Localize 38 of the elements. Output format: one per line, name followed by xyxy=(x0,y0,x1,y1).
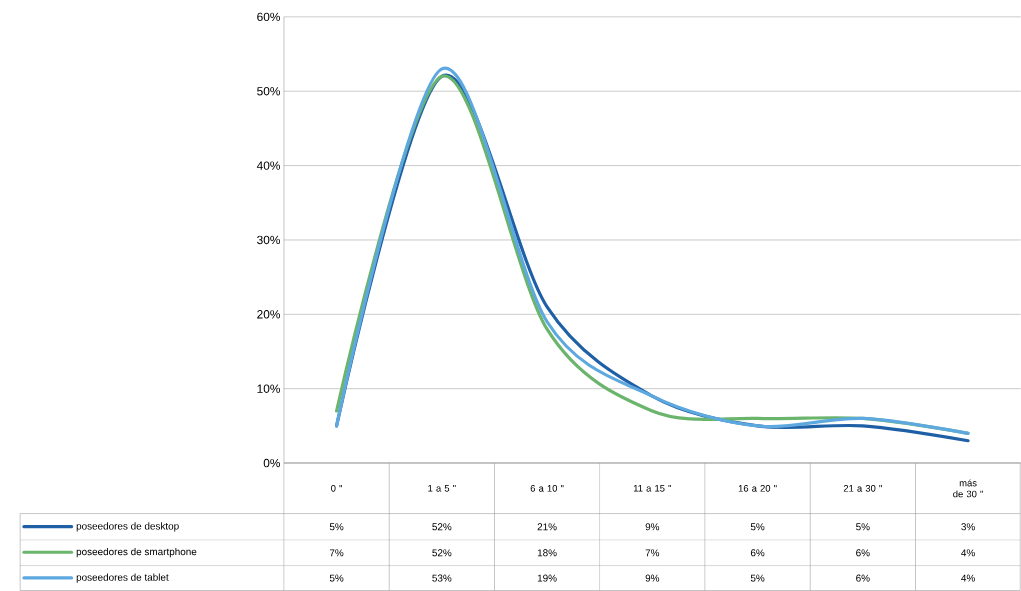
data-label: 6% xyxy=(856,574,870,582)
data-label: 3% xyxy=(961,523,975,531)
data-label: 9% xyxy=(645,574,660,582)
x-tick-label: 6 a 10 " xyxy=(530,485,564,492)
legend-label: poseedores de tablet xyxy=(76,573,169,583)
data-label: 5% xyxy=(750,523,765,531)
data-label: 5% xyxy=(329,523,344,531)
data-label: 5% xyxy=(856,523,870,531)
data-label: 4% xyxy=(961,549,975,557)
data-label: 52% xyxy=(432,523,452,531)
y-tick-label: 40% xyxy=(256,161,281,170)
legend-label: poseedores de smartphone xyxy=(76,547,197,558)
data-label: 52% xyxy=(432,549,452,557)
x-tick-label: más de 30 " xyxy=(953,479,983,498)
data-label: 7% xyxy=(645,549,660,557)
data-label: 53% xyxy=(432,574,452,582)
y-tick-label: 0% xyxy=(263,458,281,468)
data-label: 6% xyxy=(750,549,765,557)
legend-label: poseedores de desktop xyxy=(76,522,179,532)
data-label: 4% xyxy=(961,574,975,582)
x-tick-label: 0 " xyxy=(331,485,343,492)
x-tick-label: 1 a 5 " xyxy=(428,485,456,492)
data-label: 19% xyxy=(537,574,557,582)
y-tick-label: 60% xyxy=(257,12,281,22)
data-label: 21% xyxy=(537,523,557,531)
data-label: 18% xyxy=(537,549,557,557)
y-tick-label: 30% xyxy=(257,235,281,245)
y-tick-label: 50% xyxy=(257,87,281,96)
x-tick-label: 16 a 20 " xyxy=(738,485,777,492)
x-tick-label: 21 a 30 " xyxy=(843,485,882,492)
y-tick-label: 20% xyxy=(257,310,281,319)
data-label: 5% xyxy=(329,574,344,582)
data-label: 9% xyxy=(645,523,660,531)
data-label: 7% xyxy=(329,549,344,557)
data-label: 5% xyxy=(750,574,765,582)
x-tick-label: 11 a 15 " xyxy=(633,485,672,492)
data-label: 6% xyxy=(856,549,870,557)
y-tick-label: 10% xyxy=(257,384,281,393)
